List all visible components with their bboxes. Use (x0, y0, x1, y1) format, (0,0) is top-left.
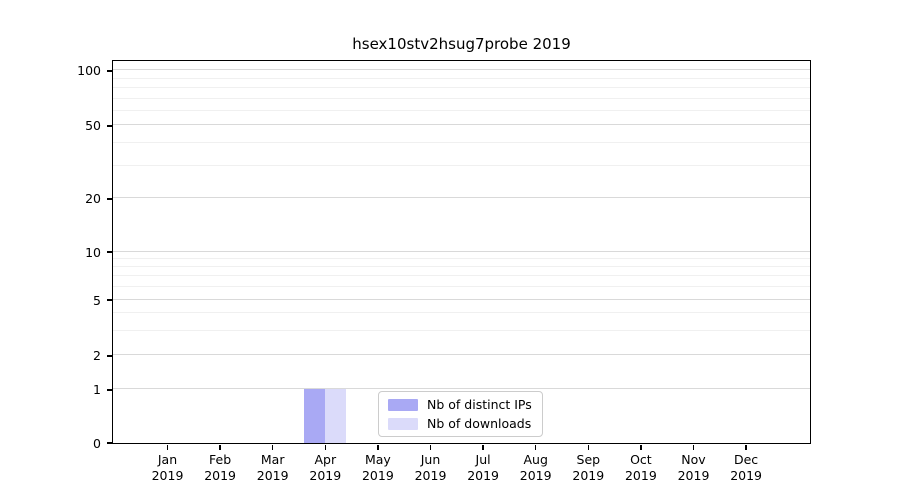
x-tick-year: 2019 (624, 467, 657, 483)
x-tick-mark (745, 444, 747, 450)
x-tick-month: Jan (157, 452, 178, 467)
x-tick-label: Jun 2019 (403, 452, 459, 483)
x-tick-label: Aug 2019 (508, 452, 564, 483)
y-tick-label: 100 (77, 63, 101, 79)
x-tick-mark (377, 444, 379, 450)
x-tick-label: Feb 2019 (192, 452, 248, 483)
x-tick-label: Jul 2019 (455, 452, 511, 483)
x-tick-month: Jun (420, 452, 441, 467)
minor-gridline (112, 97, 810, 99)
x-tick-label: Nov 2019 (666, 452, 722, 483)
x-tick-year: 2019 (730, 467, 762, 483)
x-tick-label: Mar 2019 (245, 452, 301, 483)
x-tick-month: Apr (314, 452, 337, 467)
major-gridline (112, 124, 810, 126)
y-tick-mark (106, 389, 112, 391)
x-tick-mark (640, 444, 642, 450)
y-tick-mark (106, 355, 112, 357)
minor-gridline (112, 142, 810, 144)
x-tick-label: Oct 2019 (613, 452, 669, 483)
x-tick-month: Jul (475, 452, 491, 467)
y-tick-mark (106, 442, 112, 444)
x-tick-label: May 2019 (350, 452, 406, 483)
legend-entry: Nb of downloads (388, 416, 532, 431)
y-tick-label: 10 (85, 244, 101, 260)
y-tick-label: 0 (93, 435, 101, 451)
x-tick-year: 2019 (519, 467, 552, 483)
minor-gridline (112, 275, 810, 277)
x-tick-mark (271, 444, 274, 450)
x-tick-month: Mar (260, 452, 285, 467)
y-tick-label: 50 (85, 118, 101, 134)
x-tick-label: Apr 2019 (297, 452, 353, 483)
minor-gridline (112, 87, 810, 89)
minor-gridline (112, 257, 810, 259)
x-tick-mark (429, 444, 432, 450)
x-tick-mark (692, 444, 695, 450)
minor-gridline (112, 312, 810, 314)
legend-label: Nb of downloads (427, 416, 532, 431)
bar (324, 389, 346, 443)
x-tick-month: Oct (630, 452, 652, 467)
x-tick-year: 2019 (572, 467, 605, 483)
x-tick-year: 2019 (256, 467, 289, 483)
x-tick-label: Jan 2019 (140, 452, 196, 483)
major-gridline (112, 388, 810, 390)
x-tick-month: Nov (681, 452, 706, 467)
x-tick-month: Feb (209, 452, 232, 467)
y-tick-mark (106, 125, 112, 127)
chart-title: hsex10stv2hsug7probe 2019 (352, 35, 571, 53)
x-tick-mark (324, 444, 327, 450)
y-tick-label: 1 (93, 382, 101, 398)
minor-gridline (112, 329, 810, 331)
major-gridline (112, 298, 810, 300)
x-tick-year: 2019 (309, 467, 342, 483)
x-tick-year: 2019 (467, 467, 499, 483)
bar (303, 389, 325, 443)
gridlines-layer (112, 61, 810, 443)
y-tick-label: 2 (93, 348, 101, 364)
y-tick-mark (106, 198, 112, 200)
x-tick-year: 2019 (414, 467, 447, 483)
x-tick-mark (219, 444, 221, 450)
x-tick-mark (166, 444, 169, 450)
major-gridline (112, 69, 810, 71)
major-gridline (112, 197, 810, 199)
y-tick-label: 5 (93, 292, 101, 308)
legend-label: Nb of distinct IPs (427, 397, 532, 412)
legend-swatch (388, 417, 418, 430)
legend-swatch (388, 398, 418, 411)
x-tick-month: Aug (523, 452, 548, 467)
x-tick-mark (534, 444, 537, 450)
legend: Nb of distinct IPs Nb of downloads (378, 391, 543, 437)
major-gridline (112, 354, 810, 356)
minor-gridline (112, 109, 810, 111)
x-tick-year: 2019 (361, 467, 394, 483)
y-tick-mark (106, 299, 112, 301)
x-tick-label: Sep 2019 (560, 452, 616, 483)
x-tick-mark (587, 444, 590, 450)
minor-gridline (112, 266, 810, 267)
x-tick-month: May (364, 452, 391, 467)
minor-gridline (112, 165, 810, 167)
minor-gridline (112, 285, 810, 287)
x-tick-mark (482, 444, 484, 450)
legend-entry: Nb of distinct IPs (388, 397, 532, 412)
x-tick-year: 2019 (151, 467, 184, 483)
x-tick-month: Sep (576, 452, 601, 467)
y-tick-mark (106, 70, 112, 72)
x-tick-label: Dec 2019 (718, 452, 774, 483)
x-tick-year: 2019 (677, 467, 710, 483)
y-tick-label: 20 (85, 191, 101, 207)
minor-gridline (112, 77, 810, 79)
x-tick-month: Dec (733, 452, 759, 467)
x-tick-year: 2019 (204, 467, 236, 483)
bars-layer (113, 61, 810, 443)
major-gridline (112, 250, 810, 252)
y-tick-mark (106, 251, 112, 253)
plot-area (111, 59, 811, 444)
